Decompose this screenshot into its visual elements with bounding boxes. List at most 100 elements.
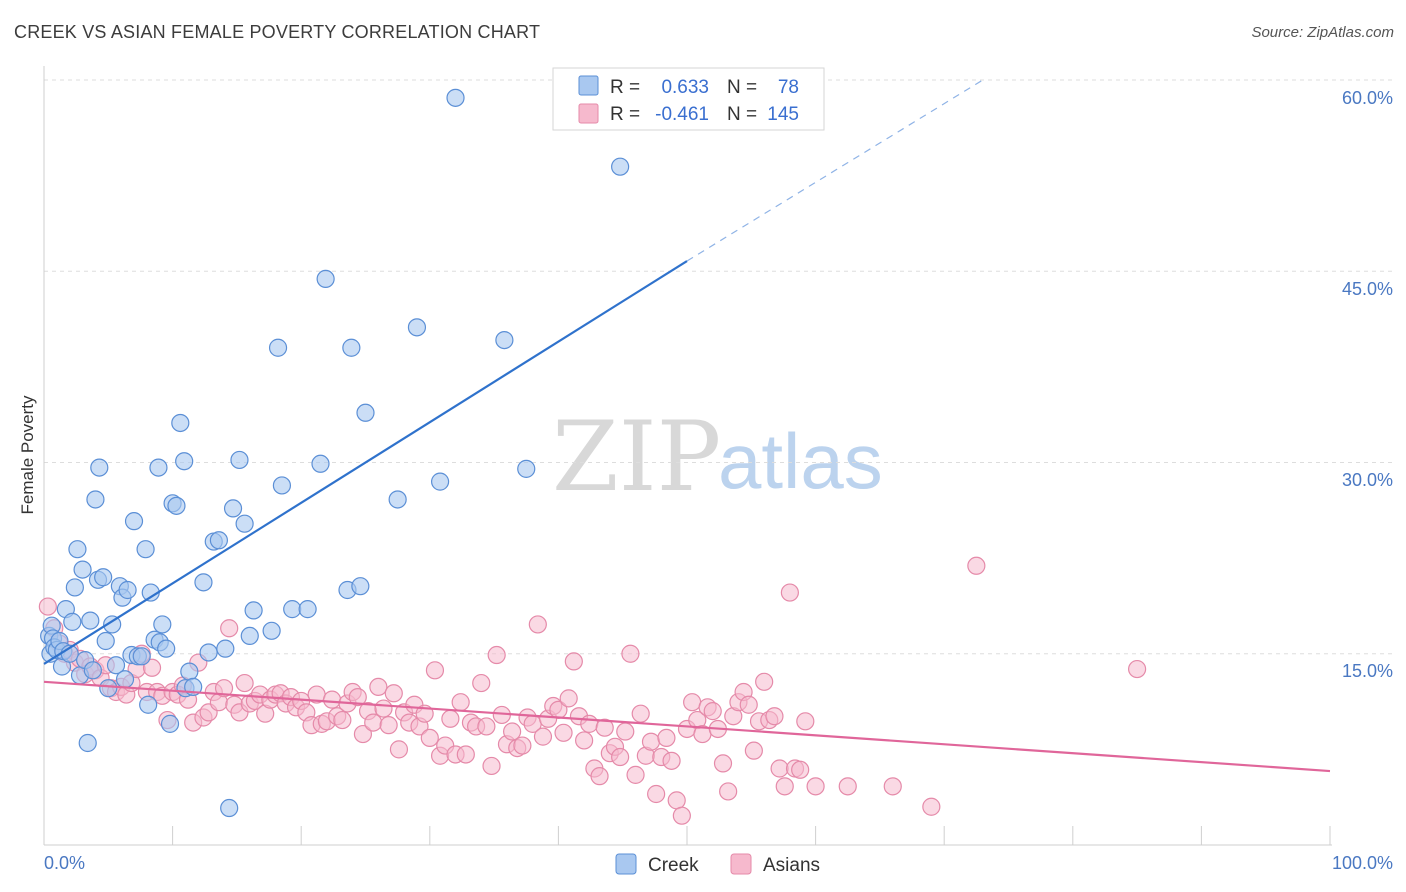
- creek-point: [83, 661, 102, 680]
- asians-point: [379, 716, 398, 735]
- asians-point: [719, 782, 738, 801]
- creek-point: [194, 573, 213, 592]
- asians-point: [533, 727, 553, 746]
- x-tick-label-min: 0.0%: [44, 853, 85, 873]
- creek-point: [311, 454, 330, 473]
- asians-point: [364, 713, 383, 732]
- creek-point: [118, 580, 137, 600]
- asians-point: [384, 684, 403, 703]
- legend: R = 0.633 N = 78 R = -0.461 N = 145: [552, 67, 825, 131]
- creek-series: [40, 88, 630, 818]
- asians-point: [739, 695, 758, 714]
- creek-trend-extension: [686, 79, 984, 262]
- creek-point: [132, 647, 151, 666]
- asians-point: [657, 728, 676, 748]
- creek-point: [244, 601, 263, 620]
- creek-point: [94, 568, 113, 587]
- creek-point: [68, 540, 87, 559]
- asians-point: [838, 777, 857, 796]
- bottom-legend: Creek Asians: [615, 853, 820, 876]
- legend-swatch-asians: [578, 103, 599, 124]
- asians-point: [672, 806, 691, 825]
- creek-point: [157, 639, 176, 658]
- creek-point: [262, 621, 281, 640]
- creek-point: [495, 331, 514, 350]
- asians-point: [744, 741, 763, 760]
- asians-point: [420, 728, 439, 748]
- x-tick-label-max: 100.0%: [1332, 853, 1393, 873]
- creek-point: [106, 656, 126, 675]
- creek-point: [153, 615, 172, 634]
- creek-point: [220, 798, 239, 818]
- creek-point: [103, 615, 122, 634]
- asians-point: [780, 583, 799, 602]
- creek-point: [388, 490, 407, 509]
- asians-point: [333, 710, 352, 730]
- legend-n-label-asians: N =: [727, 104, 757, 125]
- chart-title: CREEK VS ASIAN FEMALE POVERTY CORRELATIO…: [14, 22, 541, 42]
- bottom-legend-swatch-asians: [730, 853, 752, 875]
- asians-point: [590, 767, 609, 786]
- creek-point: [86, 490, 105, 509]
- legend-n-value-asians: 145: [767, 104, 799, 125]
- creek-point: [99, 679, 118, 698]
- creek-point: [240, 626, 259, 646]
- asians-point: [487, 645, 506, 665]
- creek-point: [65, 578, 84, 597]
- legend-r-label-creek: R =: [610, 77, 640, 98]
- asians-point: [348, 687, 367, 707]
- creek-point: [124, 512, 144, 531]
- creek-point: [611, 157, 630, 176]
- creek-point: [407, 318, 427, 337]
- creek-point: [115, 670, 135, 689]
- asians-point: [595, 718, 614, 737]
- asians-point: [611, 747, 630, 767]
- asians-point: [353, 724, 373, 744]
- asians-point: [755, 672, 774, 691]
- asians-point: [503, 722, 522, 741]
- asians-point: [662, 751, 681, 770]
- asians-point: [38, 597, 57, 616]
- asians-point: [528, 615, 547, 634]
- creek-point: [96, 631, 115, 651]
- asians-point: [214, 679, 234, 698]
- bottom-legend-swatch-creek: [615, 853, 637, 875]
- asians-point: [374, 699, 393, 718]
- asians-point: [667, 791, 686, 810]
- asians-point: [554, 723, 573, 742]
- asians-point: [626, 765, 645, 784]
- creek-point: [223, 499, 243, 518]
- asians-point: [472, 673, 491, 693]
- y-tick-label-60: 60.0%: [1342, 88, 1393, 108]
- asians-series: [38, 556, 1147, 825]
- creek-point: [209, 531, 228, 550]
- asians-point: [389, 740, 409, 759]
- creek-point: [149, 458, 168, 477]
- legend-r-label-asians: R =: [610, 104, 640, 125]
- creek-point: [73, 560, 92, 579]
- creek-point: [63, 612, 82, 631]
- creek-point: [171, 413, 190, 433]
- asians-point: [883, 777, 902, 796]
- asians-point: [425, 661, 445, 680]
- legend-r-value-asians: -0.461: [655, 104, 709, 125]
- asians-point: [575, 731, 594, 750]
- bottom-legend-creek: Creek: [648, 855, 699, 876]
- asians-point: [641, 732, 661, 751]
- asians-point: [791, 760, 810, 779]
- creek-trend-line: [43, 260, 688, 665]
- asians-point: [322, 690, 342, 709]
- asians-point: [765, 707, 784, 726]
- asians-point: [559, 689, 578, 708]
- asians-point: [631, 704, 650, 723]
- creek-point: [268, 338, 288, 357]
- creek-point: [351, 577, 370, 596]
- creek-point: [316, 269, 335, 288]
- asians-point: [683, 693, 702, 712]
- creek-point: [356, 403, 375, 422]
- asians-point: [796, 712, 815, 731]
- asians-point: [451, 693, 470, 712]
- legend-n-value-creek: 78: [778, 77, 799, 98]
- legend-n-label-creek: N =: [727, 77, 757, 98]
